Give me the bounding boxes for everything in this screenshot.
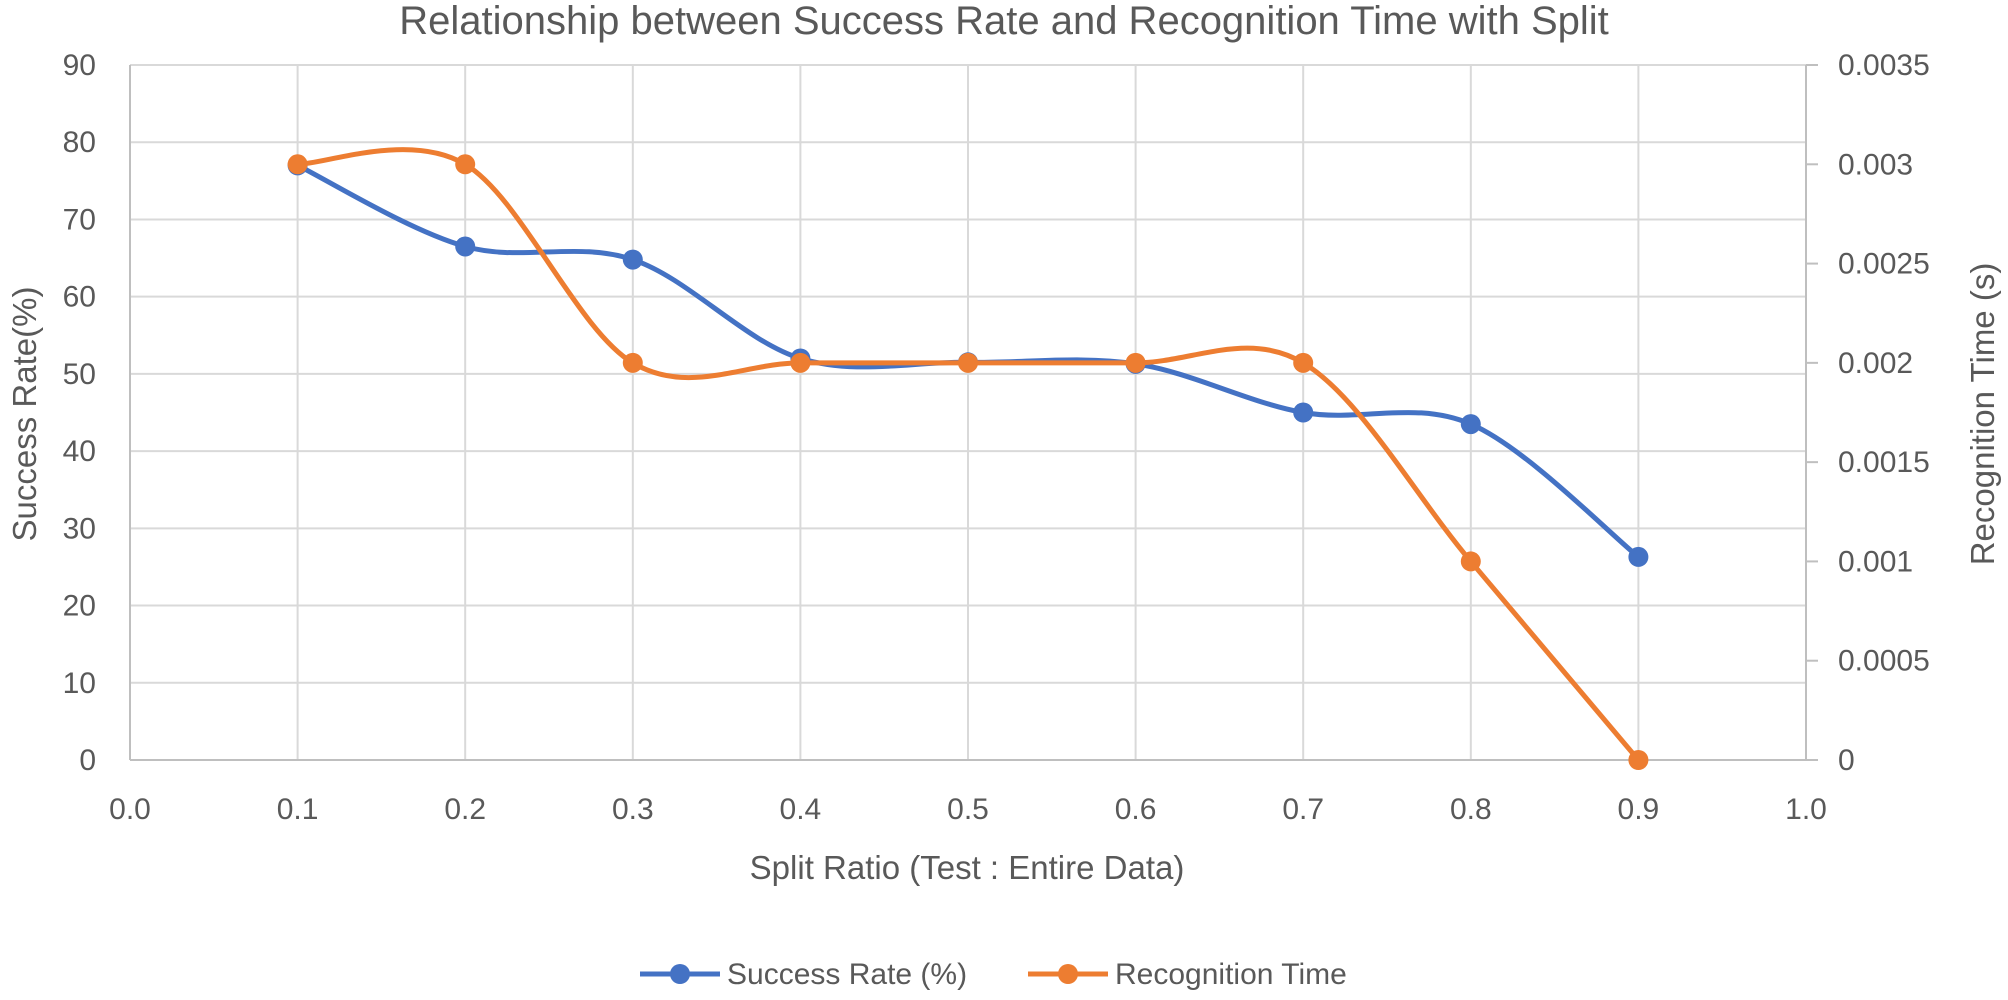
y-tick-label: 30 — [63, 512, 96, 545]
grid — [130, 64, 1806, 761]
legend-swatch-marker — [670, 964, 690, 984]
x-tick-label: 0.0 — [109, 793, 151, 826]
x-tick-label: 0.5 — [947, 793, 989, 826]
y2-tick-label: 0.001 — [1838, 545, 1913, 578]
chart-title: Relationship between Success Rate and Re… — [399, 0, 1609, 43]
legend: Success Rate (%) Recognition Time — [640, 958, 1347, 991]
series-recognition-time — [287, 147, 1649, 770]
y2-tick-label: 0 — [1838, 744, 1855, 777]
data-point — [1293, 352, 1314, 373]
y2-tick-label: 0.0025 — [1838, 248, 1930, 281]
x-tick-label: 0.1 — [277, 793, 319, 826]
y-tick-label: 80 — [63, 126, 96, 159]
data-point — [455, 236, 476, 257]
x-tick-label: 0.7 — [1282, 793, 1324, 826]
y-tick-label: 0 — [79, 744, 96, 777]
y2-tick-label: 0.0035 — [1838, 49, 1930, 82]
x-tick-label: 0.3 — [612, 793, 654, 826]
data-point — [1293, 402, 1314, 423]
x-tick-label: 1.0 — [1785, 793, 1827, 826]
x-axis-title: Split Ratio (Test : Entire Data) — [750, 849, 1185, 886]
y2-tick-label: 0.002 — [1838, 347, 1913, 380]
data-point — [622, 249, 643, 270]
y-tick-label: 90 — [63, 49, 96, 82]
legend-swatch-marker — [1058, 964, 1078, 984]
y-tick-label: 40 — [63, 435, 96, 468]
y2-tick-label: 0.003 — [1838, 148, 1913, 181]
y-tick-label: 60 — [63, 281, 96, 314]
x-tick-label: 0.2 — [444, 793, 486, 826]
plot-area — [287, 147, 1649, 770]
y2-axis-title: Recognition Time (s) — [1964, 263, 2001, 566]
y-axis-title: Success Rate(%) — [6, 287, 43, 542]
data-point — [622, 352, 643, 373]
data-point — [455, 154, 476, 175]
y-tick-label: 50 — [63, 358, 96, 391]
x-tick-label: 0.4 — [780, 793, 822, 826]
x-tick-label: 0.9 — [1618, 793, 1660, 826]
x-tick-label: 0.8 — [1450, 793, 1492, 826]
y-tick-label: 10 — [63, 667, 96, 700]
legend-label: Recognition Time — [1115, 958, 1347, 991]
legend-label: Success Rate (%) — [727, 958, 967, 991]
data-point — [1628, 750, 1649, 770]
data-point — [958, 352, 978, 373]
data-point — [287, 154, 308, 175]
y2-tick-label: 0.0015 — [1838, 446, 1930, 479]
data-point — [1628, 546, 1649, 567]
data-point — [1460, 414, 1481, 435]
y2-tick-label: 0.0005 — [1838, 645, 1930, 678]
axes: 0 10 20 30 40 50 60 70 80 90 0.0 0.1 0.2 0.3 0.4 0.5 0.6… — [63, 49, 1930, 826]
y-tick-label: 70 — [63, 203, 96, 236]
y-tick-label: 20 — [63, 590, 96, 623]
data-point — [1125, 352, 1146, 373]
data-point — [1460, 551, 1481, 572]
data-point — [790, 352, 811, 373]
x-tick-label: 0.6 — [1115, 793, 1157, 826]
